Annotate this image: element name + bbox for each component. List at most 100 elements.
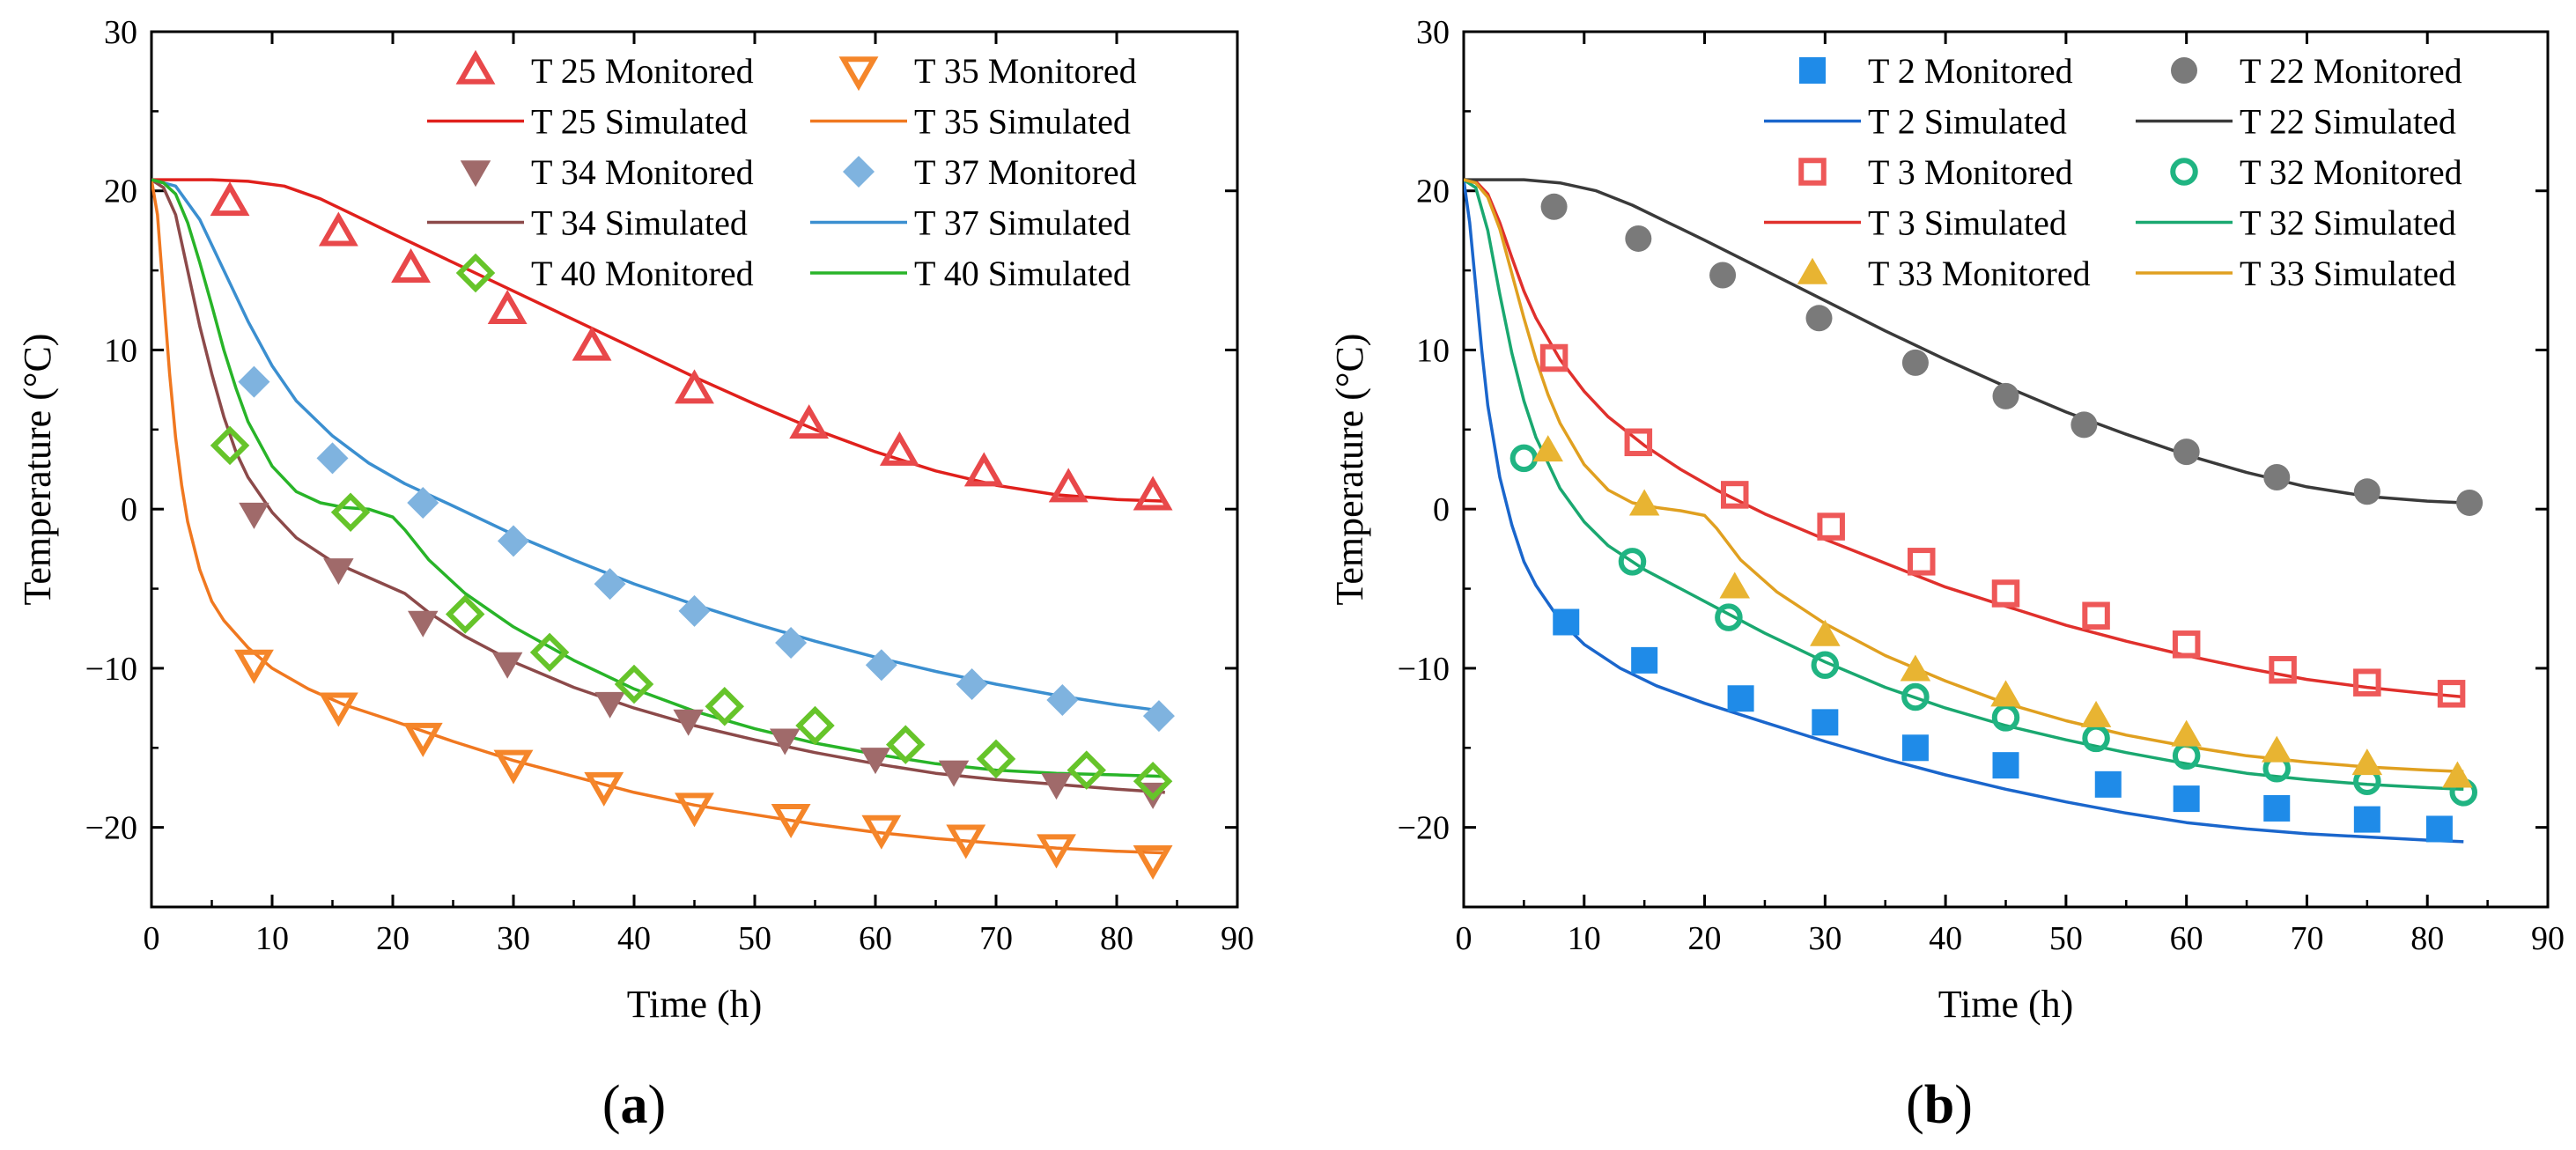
point-t-33-monitored	[2442, 761, 2473, 788]
y-tick-label: 0	[1433, 491, 1450, 528]
point-t-3-monitored	[2082, 601, 2110, 630]
point-t-32-monitored	[1618, 548, 1647, 576]
legend-item-t-35-simulated: T 35 Simulated	[810, 102, 1131, 142]
legend-item-t-25-simulated: T 25 Simulated	[427, 102, 748, 142]
legend-label: T 22 Monitored	[2240, 51, 2462, 91]
point-t-33-monitored	[1719, 571, 1750, 599]
legend-label: T 37 Simulated	[914, 203, 1131, 243]
y-axis-label: Temperature (°C)	[1328, 334, 1371, 606]
legend-item-t-37-monitored: T 37 Monitored	[843, 152, 1137, 192]
point-t-25-monitored	[789, 404, 830, 439]
point-t-2-monitored	[1631, 646, 1658, 674]
y-tick-label: 10	[104, 332, 137, 369]
point-t-40-monitored	[529, 632, 570, 673]
point-t-35-monitored	[771, 804, 811, 839]
point-t-33-monitored	[2262, 735, 2292, 763]
legend-marker-swatch	[1798, 158, 1827, 186]
legend-label: T 25 Simulated	[531, 102, 748, 142]
x-tick-label: 90	[1221, 920, 1254, 957]
point-t-25-monitored	[572, 326, 612, 361]
point-t-25-monitored	[879, 431, 919, 466]
x-tick-label: 50	[738, 920, 771, 957]
point-t-40-monitored	[210, 425, 250, 466]
point-t-33-monitored	[2080, 700, 2112, 727]
legend-item-t-33-monitored: T 33 Monitored	[1797, 254, 2091, 293]
point-t-22-monitored	[1901, 349, 1929, 376]
y-tick-label: −10	[1398, 651, 1450, 688]
point-t-2-monitored	[2353, 806, 2380, 833]
point-t-32-monitored	[1901, 682, 1930, 711]
point-t-34-monitored	[673, 709, 704, 736]
series-line-t-3-simulated	[1464, 178, 2464, 699]
y-tick-label: 20	[104, 173, 137, 210]
point-t-25-monitored	[487, 290, 528, 325]
y-axis-label: Temperature (°C)	[16, 334, 59, 606]
point-t-40-monitored	[705, 687, 744, 726]
x-tick-label: 80	[2410, 920, 2444, 957]
panel-a: 0 10 20 30 40 50 60 70 80 90 −20 −10 0 10 20 30 Time (h)…	[16, 14, 1254, 1135]
y-tick-label: 10	[1416, 332, 1450, 369]
point-t-35-monitored	[234, 649, 274, 684]
panel-label: (a)	[602, 1075, 666, 1135]
x-tick-label: 40	[1929, 920, 1962, 957]
x-tick-label: 90	[2531, 920, 2565, 957]
x-tick-label: 70	[2290, 920, 2323, 957]
point-t-32-monitored	[1811, 651, 1840, 680]
point-t-40-monitored	[795, 705, 835, 746]
point-t-35-monitored	[402, 722, 443, 757]
legend-item-t-33-simulated: T 33 Simulated	[2136, 254, 2456, 293]
legend-label: T 34 Monitored	[531, 152, 754, 192]
point-t-34-monitored	[860, 748, 891, 775]
point-t-3-monitored	[1991, 579, 2020, 608]
point-t-37-monitored	[775, 626, 808, 659]
point-t-35-monitored	[946, 824, 986, 859]
legend-label: T 25 Monitored	[531, 51, 754, 91]
point-t-35-monitored	[861, 815, 902, 850]
point-t-35-monitored	[318, 692, 358, 727]
point-t-40-monitored	[976, 739, 1016, 779]
panel-label-close: )	[1954, 1075, 1973, 1135]
point-t-22-monitored	[2456, 489, 2484, 516]
point-t-22-monitored	[1992, 382, 2019, 409]
legend-item-t-22-simulated: T 22 Simulated	[2136, 102, 2456, 142]
point-t-3-monitored	[1624, 428, 1653, 457]
point-t-34-monitored	[770, 728, 801, 756]
point-t-33-monitored	[1990, 680, 2021, 707]
legend-label: T 3 Simulated	[1868, 203, 2067, 243]
x-tick-label: 20	[376, 920, 410, 957]
legend-item-t-40-simulated: T 40 Simulated	[810, 254, 1131, 293]
point-t-37-monitored	[678, 594, 711, 627]
legend-label: T 40 Simulated	[914, 254, 1131, 293]
x-tick-label: 30	[1808, 920, 1842, 957]
point-t-3-monitored	[2269, 655, 2297, 684]
point-t-2-monitored	[2173, 785, 2200, 813]
point-t-3-monitored	[2172, 630, 2201, 659]
legend-marker-swatch	[2171, 57, 2197, 84]
legend-label: T 2 Simulated	[1868, 102, 2067, 142]
series-line-t-2-simulated	[1464, 179, 2464, 844]
point-t-2-monitored	[1901, 734, 1929, 762]
legend-item-t-32-monitored: T 32 Monitored	[2170, 152, 2462, 192]
x-tick-label: 30	[497, 920, 530, 957]
point-t-22-monitored	[1540, 193, 1568, 220]
legend-marker-swatch	[460, 160, 491, 188]
point-t-40-monitored	[886, 725, 926, 764]
panel-label-close: )	[648, 1075, 667, 1135]
panel-label-letter: a	[621, 1075, 648, 1135]
point-t-37-monitored	[407, 486, 439, 519]
legend-label: T 2 Monitored	[1868, 51, 2073, 91]
series-line-t-25-simulated	[151, 178, 1165, 503]
point-t-40-monitored	[445, 594, 485, 634]
point-t-25-monitored	[210, 181, 250, 217]
legend-item-t-25-monitored: T 25 Monitored	[455, 49, 754, 91]
point-t-34-monitored	[408, 610, 439, 638]
panel-b: 0 10 20 30 40 50 60 70 80 90 −20 −10 0 10 20 30 Time (h)…	[1328, 14, 2565, 1135]
point-t-25-monitored	[963, 452, 1004, 487]
legend-item-t-2-simulated: T 2 Simulated	[1764, 102, 2067, 142]
point-t-2-monitored	[2094, 770, 2122, 798]
point-t-40-monitored	[330, 492, 371, 533]
point-t-25-monitored	[675, 369, 714, 404]
point-t-22-monitored	[2173, 439, 2200, 466]
point-t-25-monitored	[1133, 475, 1173, 511]
point-t-22-monitored	[1625, 225, 1652, 252]
